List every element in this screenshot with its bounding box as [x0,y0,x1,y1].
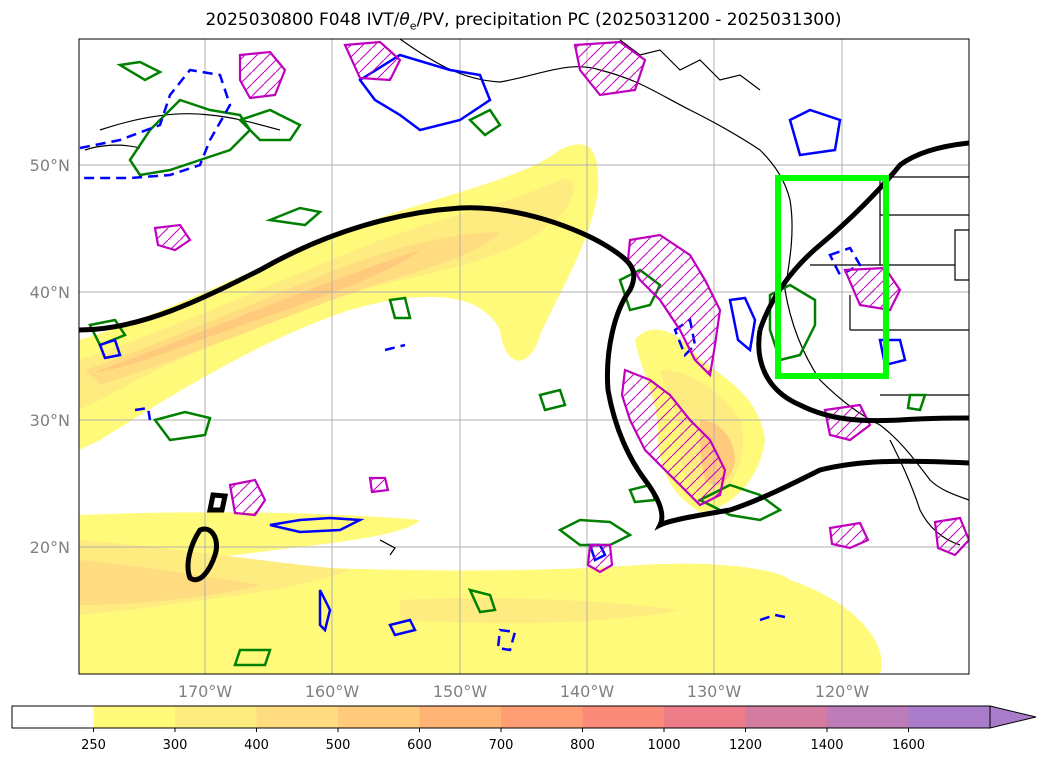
colorbar: 250 300 400 500 600 700 800 1000 1200 1400 1600 [11,705,1037,753]
colorbar-segment [175,706,257,728]
colorbar-segment [745,706,828,728]
colorbar-segment [827,706,909,728]
lat-tick-label: 40°N [30,283,70,302]
colorbar-segment [419,706,502,728]
lat-tick-label: 50°N [30,156,70,175]
lat-tick-label: 30°N [30,411,70,430]
target-region-box [775,175,889,379]
lon-tick-label: 170°W [178,682,233,701]
colorbar-tick-label: 800 [570,738,595,753]
colorbar-tick-label: 1200 [729,738,762,753]
lat-tick-labels: 50°N 40°N 30°N 20°N [30,156,70,557]
lon-tick-label: 150°W [433,682,488,701]
lon-tick-label: 120°W [815,682,870,701]
title-suffix: /PV, precipitation PC (2025031200 - 2025… [416,10,842,30]
colorbar-tick-label: 400 [244,738,269,753]
title-prefix: 2025030800 F048 IVT/ [205,10,400,30]
colorbar-segment [93,706,176,728]
blue-dashed-contours [79,68,862,652]
colorbar-tick-label: 300 [163,738,188,753]
lon-tick-label: 130°W [687,682,742,701]
ivt-shading [79,144,882,674]
colorbar-tick-label: 500 [326,738,351,753]
colorbar-segment [256,706,339,728]
title-theta-sub: e [409,19,417,33]
lon-tick-label: 140°W [560,682,615,701]
map-area [79,39,969,674]
map-frame [78,38,970,675]
colorbar-segment [12,706,94,728]
colorbar-segment [664,706,746,728]
gridlines [79,39,969,674]
colorbar-tick-label: 700 [489,738,514,753]
lon-tick-labels: 170°W 160°W 150°W 140°W 130°W 120°W [178,682,870,701]
colorbar-segment [338,706,420,728]
colorbar-tick-label: 1400 [810,738,843,753]
lon-tick-label: 160°W [305,682,360,701]
colorbar-tick-label: 1600 [892,738,925,753]
colorbar-segment [582,706,665,728]
coastlines [84,39,969,556]
colorbar-extend-arrow [989,705,1037,729]
blue-contours [98,53,907,637]
colorbar-tick-label: 1000 [647,738,680,753]
colorbar-segment [908,706,991,728]
colorbar-tick-label: 250 [81,738,106,753]
colorbar-segment [501,706,583,728]
title-theta: θ [399,10,410,30]
lat-tick-label: 20°N [30,538,70,557]
figure-title: 2025030800 F048 IVT/θe/PV, precipitation… [0,10,1047,32]
colorbar-tick-label: 600 [407,738,432,753]
